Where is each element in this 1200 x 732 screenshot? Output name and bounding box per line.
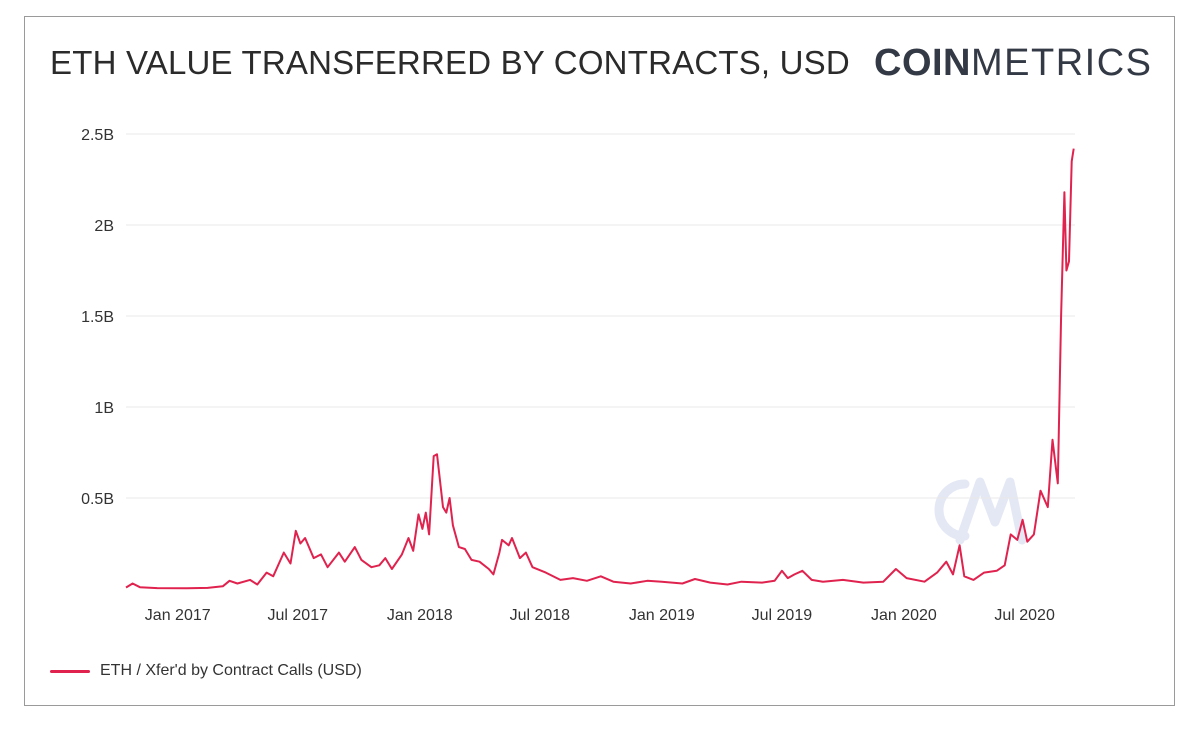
y-tick-label: 0.5B bbox=[81, 491, 114, 508]
y-tick-label: 2.5B bbox=[81, 127, 114, 144]
logo-light-text: METRICS bbox=[971, 42, 1153, 84]
legend-label: ETH / Xfer'd by Contract Calls (USD) bbox=[100, 662, 362, 679]
x-tick-label: Jul 2020 bbox=[994, 607, 1055, 624]
series-lines bbox=[125, 148, 1075, 590]
chart-title: ETH VALUE TRANSFERRED BY CONTRACTS, USD bbox=[50, 44, 850, 81]
y-tick-label: 1.5B bbox=[81, 309, 114, 326]
series-line-0 bbox=[125, 148, 1075, 590]
x-axis: Jan 2017 Jul 2017 Jan 2018 Jul 2018 Jan 2019… bbox=[145, 607, 1055, 624]
grid-lines bbox=[126, 133, 1075, 499]
x-tick-label: Jan 2017 bbox=[145, 607, 211, 624]
y-tick-label: 2B bbox=[94, 218, 114, 235]
coinmetrics-logo: COINMETRICS bbox=[874, 42, 1153, 85]
x-tick-label: Jan 2020 bbox=[871, 607, 937, 624]
y-axis: 0.5B 1B 1.5B 2B 2.5B bbox=[81, 127, 114, 508]
x-tick-label: Jan 2019 bbox=[629, 607, 695, 624]
y-tick-label: 1B bbox=[94, 400, 114, 417]
x-tick-label: Jul 2017 bbox=[268, 607, 329, 624]
x-tick-label: Jul 2018 bbox=[510, 607, 571, 624]
x-tick-label: Jan 2018 bbox=[387, 607, 453, 624]
legend-swatch bbox=[50, 669, 90, 673]
x-tick-label: Jul 2019 bbox=[752, 607, 813, 624]
legend[interactable]: ETH / Xfer'd by Contract Calls (USD) bbox=[50, 662, 362, 680]
logo-bold-text: COIN bbox=[874, 42, 971, 84]
cm-watermark-icon bbox=[934, 477, 1027, 545]
chart-frame bbox=[24, 16, 1175, 706]
